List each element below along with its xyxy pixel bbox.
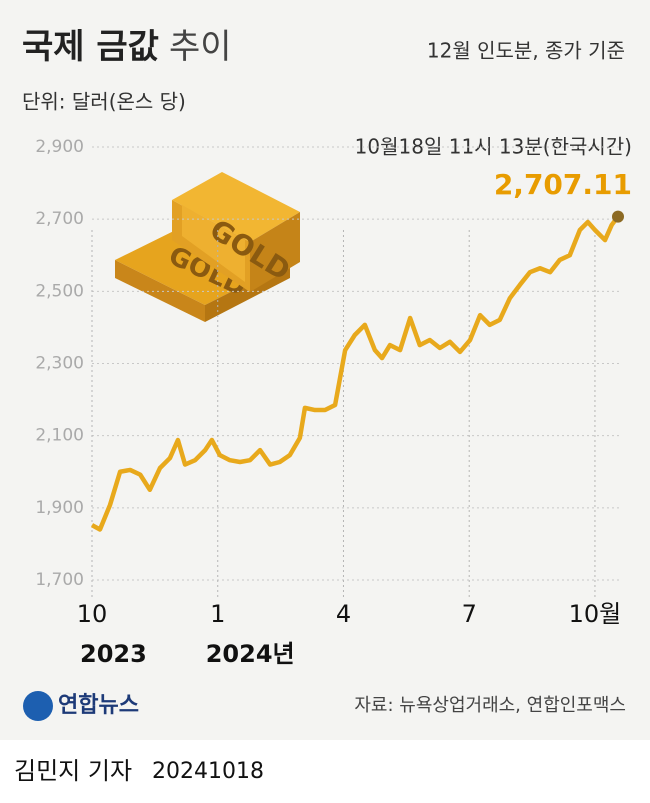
x-tick-label: 10 [77, 600, 108, 628]
y-tick-label: 2,300 [35, 354, 84, 374]
unit-label: 단위: 달러(온스 당) [22, 90, 186, 114]
logo-mark [23, 691, 53, 721]
plot-area: 1,700 1,900 2,100 2,300 2,500 2,700 2,900 10 1 4 7… [35, 137, 632, 668]
y-tick-label: 2,100 [35, 426, 84, 446]
year-label: 2023 [80, 640, 147, 668]
gold-illustration: GOLD GOLD [115, 172, 300, 322]
chart-title: 국제 금값 추이 [22, 27, 232, 67]
source: 자료: 뉴욕상업거래소, 연합인포맥스 [354, 695, 626, 716]
reporter: 김민지 기자 [14, 757, 132, 785]
y-tick-label: 2,900 [35, 137, 84, 157]
background [0, 0, 650, 740]
y-tick-label: 1,900 [35, 498, 84, 518]
x-tick-label: 4 [336, 600, 351, 628]
logo-text: 연합뉴스 [58, 692, 139, 718]
end-value-label: 2,707.11 [494, 168, 632, 201]
y-tick-label: 2,700 [35, 209, 84, 229]
x-tick-label: 1 [210, 600, 225, 628]
end-point [612, 210, 624, 223]
subtitle: 12월 인도분, 종가 기준 [427, 39, 625, 63]
y-tick-label: 2,500 [35, 281, 84, 301]
title-suffix: 추이 [169, 27, 232, 67]
x-tick-label: 10월 [569, 600, 622, 628]
title-main: 국제 금값 [22, 27, 159, 67]
year-label: 2024년 [206, 640, 295, 668]
y-tick-label: 1,700 [35, 570, 84, 590]
x-tick-label: 7 [462, 600, 477, 628]
price-line [90, 215, 620, 532]
date: 20241018 [152, 759, 264, 784]
